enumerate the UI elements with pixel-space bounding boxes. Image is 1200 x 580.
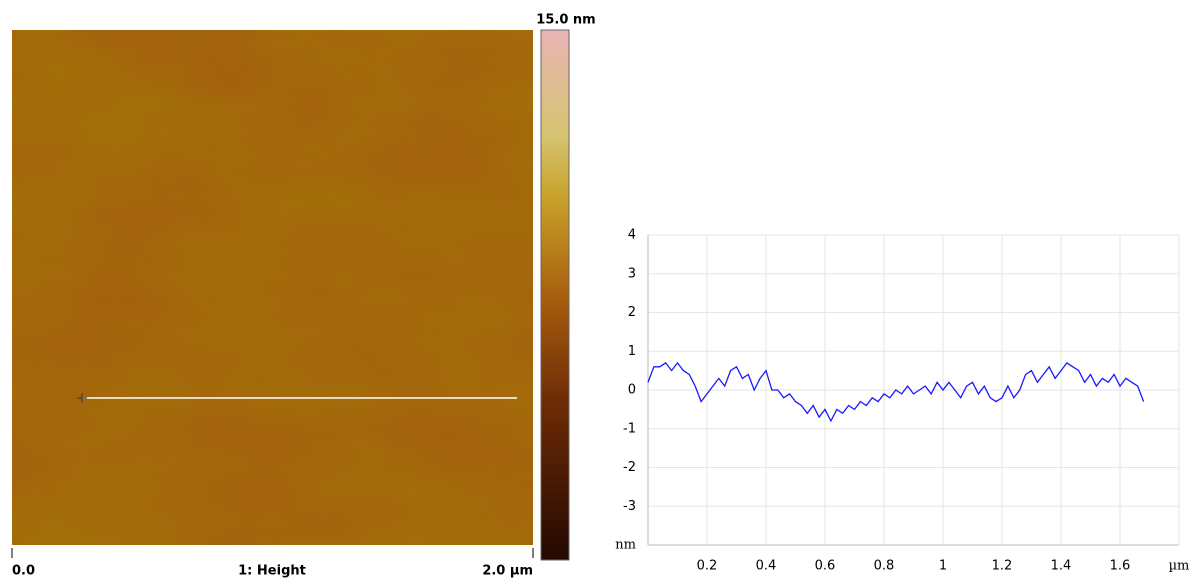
y-tick-label: 4 bbox=[628, 228, 636, 243]
channel-label: 1: Height bbox=[238, 564, 306, 579]
x-tick-label: 1.4 bbox=[1051, 559, 1072, 574]
y-tick-label: 0 bbox=[628, 383, 636, 398]
y-tick-label: -3 bbox=[623, 499, 636, 514]
profile-chart: nm -3 -2 -1 0 1 2 3 4 0.2 0.4 0.6 0.8 1 1.2 1.4 1.6 µm bbox=[615, 228, 1189, 574]
y-tick-label: 2 bbox=[628, 305, 636, 320]
x-tick-label: 0.6 bbox=[815, 559, 836, 574]
x-tick-label: 0.8 bbox=[874, 559, 895, 574]
y-tick-label: -2 bbox=[623, 460, 636, 475]
x-tick-label: 1 bbox=[939, 559, 947, 574]
scale-max: 15.0 nm bbox=[536, 13, 595, 28]
color-scale bbox=[540, 29, 570, 561]
x-tick-label: 0.4 bbox=[756, 559, 777, 574]
x-tick-label: µm bbox=[1169, 559, 1190, 574]
x-start: 0.0 bbox=[12, 564, 35, 579]
x-tick-label: 0.2 bbox=[697, 559, 718, 574]
y-tick-label: -1 bbox=[623, 421, 636, 436]
height-image bbox=[12, 30, 533, 545]
y-tick-label: 3 bbox=[628, 266, 636, 281]
y-tick-label: 1 bbox=[628, 344, 636, 359]
x-tick-label: 1.6 bbox=[1110, 559, 1131, 574]
y-tick-label: nm bbox=[615, 538, 636, 553]
x-tick-label: 1.2 bbox=[992, 559, 1013, 574]
x-end: 2.0 µm bbox=[482, 564, 533, 579]
profile-line bbox=[647, 361, 1145, 423]
